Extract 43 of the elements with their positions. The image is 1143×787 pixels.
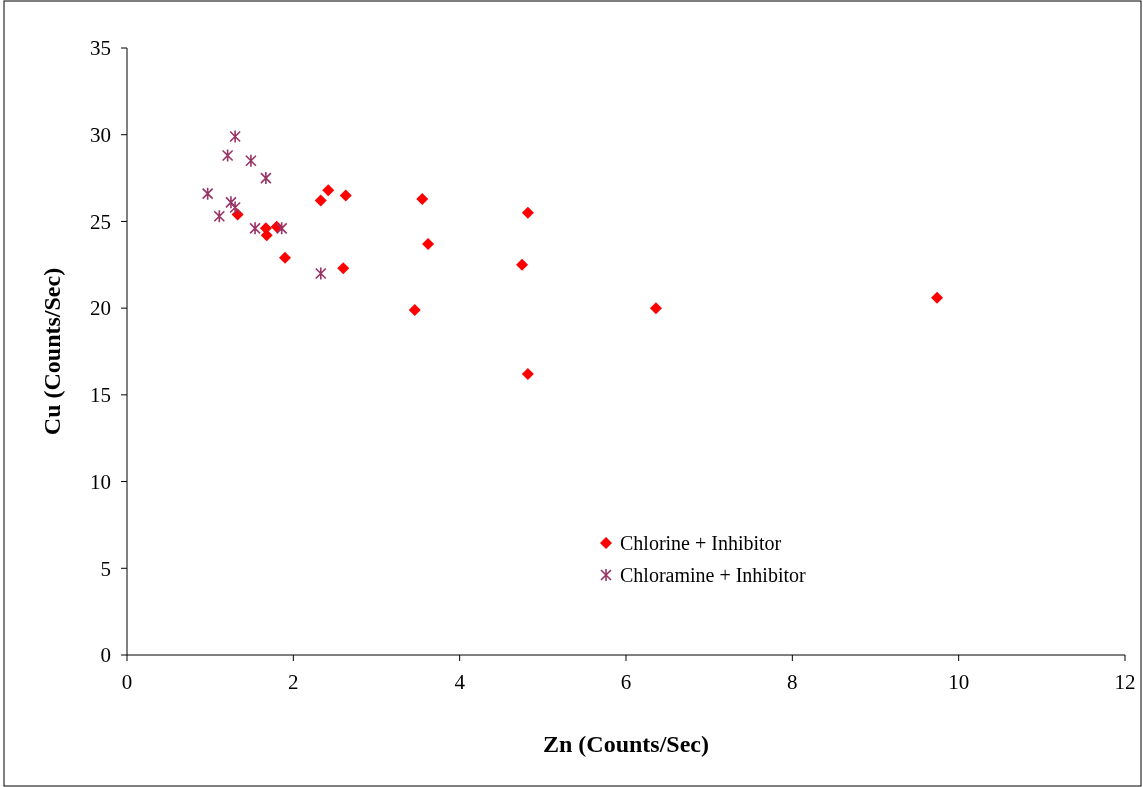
y-tick-label: 35 (90, 36, 111, 61)
x-tick-label: 2 (288, 670, 299, 694)
point (229, 129, 241, 144)
point (322, 184, 335, 197)
y-tick-label: 5 (100, 556, 111, 581)
point (422, 237, 435, 250)
point (260, 171, 272, 185)
y-tick-label: 10 (90, 469, 111, 494)
point (201, 186, 214, 201)
point (225, 195, 237, 210)
point (521, 206, 534, 219)
x-tick-label: 12 (1114, 670, 1136, 694)
point (521, 368, 534, 381)
point (275, 221, 288, 236)
x-tick-label: 10 (948, 670, 970, 694)
point (314, 194, 327, 207)
point (649, 302, 662, 315)
y-tick-label: 0 (100, 643, 111, 668)
point (339, 189, 352, 202)
y-tick-label: 25 (90, 209, 111, 234)
y-tick-label: 15 (90, 383, 111, 408)
point (416, 192, 429, 205)
y-axis-title: Cu (Counts/Sec) (39, 267, 65, 436)
point (249, 221, 261, 236)
point (213, 209, 226, 224)
x-tick-label: 0 (121, 670, 133, 694)
point (279, 251, 292, 264)
point (337, 262, 350, 275)
point (229, 200, 241, 215)
x-axis-title: Zn (Counts/Sec) (542, 731, 710, 757)
point (408, 303, 421, 316)
y-tick-label: 20 (90, 296, 111, 321)
point (245, 153, 257, 168)
point (314, 266, 327, 281)
x-tick-label: 4 (454, 670, 466, 694)
x-tick-label: 8 (787, 670, 798, 694)
legend-label: Chloramine + Inhibitor (620, 564, 807, 586)
point (931, 291, 944, 304)
x-tick-label: 6 (620, 670, 632, 694)
point (221, 148, 234, 163)
legend-label: Chlorine + Inhibitor (620, 532, 782, 554)
y-tick-label: 30 (90, 123, 111, 148)
point (516, 258, 529, 271)
